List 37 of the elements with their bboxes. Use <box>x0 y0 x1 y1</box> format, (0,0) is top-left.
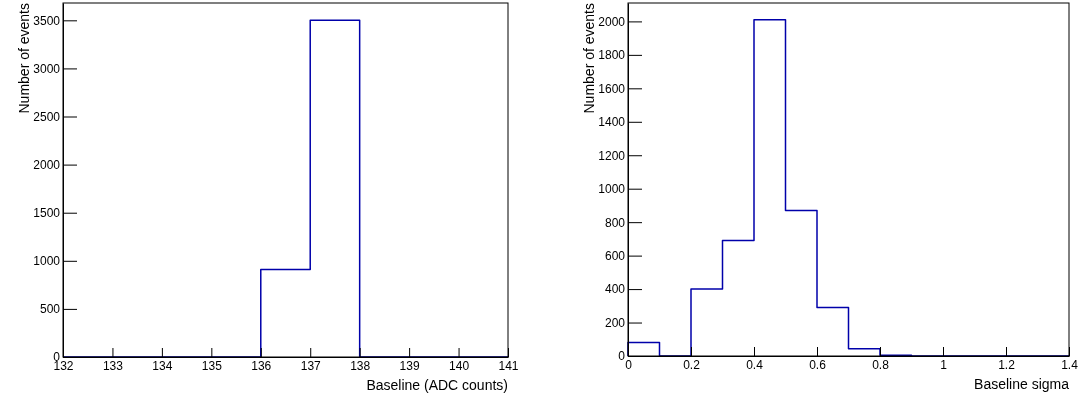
y-tick-label: 2000 <box>33 157 61 172</box>
y-tick-label: 600 <box>604 248 626 263</box>
y-axis-title: Number of events <box>580 3 597 114</box>
y-tick-label: 1000 <box>598 182 626 197</box>
y-tick-label: 1200 <box>598 148 626 163</box>
x-tick-label: 1 <box>940 357 948 372</box>
y-tick-label: 400 <box>604 282 626 297</box>
x-axis-title: Baseline (ADC counts) <box>366 377 508 393</box>
y-tick-label: 800 <box>604 215 626 230</box>
x-tick-label: 1.2 <box>998 357 1016 372</box>
y-axis-title: Number of events <box>15 3 32 114</box>
x-tick-label: 134 <box>152 358 173 373</box>
x-tick-label: 0.2 <box>683 357 701 372</box>
x-tick-label: 1.4 <box>1061 357 1079 372</box>
x-tick-label: 136 <box>251 358 272 373</box>
y-tick-label: 1600 <box>598 81 626 96</box>
y-tick-label: 200 <box>604 315 626 330</box>
x-tick-label: 137 <box>300 358 322 373</box>
x-axis-title: Baseline sigma <box>974 376 1070 392</box>
x-tick-label: 139 <box>399 358 420 373</box>
x-tick-label: 0.6 <box>809 357 827 372</box>
x-tick-label: 0.8 <box>872 357 890 372</box>
y-tick-label: 3500 <box>33 13 61 28</box>
y-tick-label: 1400 <box>598 115 626 130</box>
y-tick-label: 2000 <box>598 14 626 29</box>
y-tick-label: 1800 <box>598 48 626 63</box>
y-tick-label: 1000 <box>33 254 61 269</box>
x-tick-label: 141 <box>498 358 519 373</box>
x-tick-label: 133 <box>102 358 124 373</box>
y-tick-label: 3000 <box>33 61 61 76</box>
x-tick-label: 0.4 <box>746 357 764 372</box>
y-tick-label: 500 <box>39 302 61 317</box>
x-tick-label: 138 <box>350 358 371 373</box>
x-tick-label: 135 <box>201 358 223 373</box>
x-tick-label: 140 <box>449 358 470 373</box>
y-tick-label: 2500 <box>33 109 61 124</box>
y-tick-label: 1500 <box>33 206 61 221</box>
